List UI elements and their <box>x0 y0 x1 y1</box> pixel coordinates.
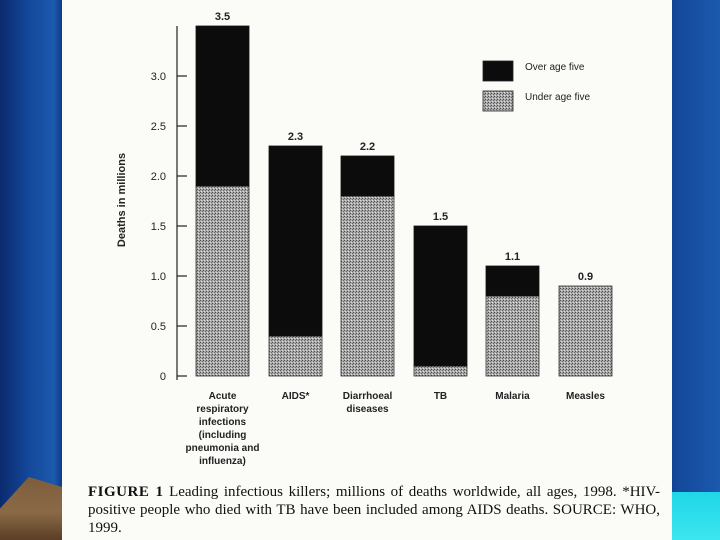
bar-under-five <box>413 365 468 377</box>
figure-caption: FIGURE 1 Leading infectious killers; mil… <box>88 483 660 537</box>
x-category-label: Diarrhoeal <box>343 391 393 402</box>
y-tick-label: 1.5 <box>151 221 166 233</box>
stacked-bar-chart: 0 0.5 1.0 1.5 2.0 2.5 3.0 Deaths in millions 3.5… <box>116 11 613 467</box>
x-category-label: Acute <box>209 391 237 402</box>
figure-page: 0 0.5 1.0 1.5 2.0 2.5 3.0 Deaths in millions 3.5… <box>62 0 672 540</box>
x-category-label: Malaria <box>495 391 530 402</box>
x-category-label: Measles <box>566 391 605 402</box>
bar-total-label: 3.5 <box>215 11 230 23</box>
x-category-label: AIDS* <box>282 391 310 402</box>
x-category-label: respiratory <box>196 404 249 415</box>
bar-over-five <box>268 145 323 337</box>
x-category-label: TB <box>434 391 447 402</box>
bar-over-five <box>340 155 395 197</box>
y-tick-label: 2.0 <box>151 171 166 183</box>
bar-over-five <box>485 265 540 297</box>
y-tick-label: 0 <box>160 371 166 383</box>
bar-total-label: 1.5 <box>433 211 448 223</box>
slide-decoration-water <box>670 492 720 540</box>
y-axis-title: Deaths in millions <box>116 153 128 247</box>
bar-under-five <box>268 335 323 377</box>
y-tick-label: 0.5 <box>151 321 166 333</box>
legend-swatch <box>482 60 514 82</box>
bar-total-label: 2.3 <box>288 131 303 143</box>
x-category-label: influenza) <box>199 456 246 467</box>
legend-label: Over age five <box>525 62 585 73</box>
x-category-label: infections <box>199 417 247 428</box>
bar-total-label: 1.1 <box>505 251 520 263</box>
bar-under-five <box>485 295 540 377</box>
bar-total-label: 0.9 <box>578 271 593 283</box>
bar-under-five <box>558 285 613 377</box>
legend-label: Under age five <box>525 92 590 103</box>
x-category-label: (including <box>199 430 247 441</box>
y-tick-label: 2.5 <box>151 121 166 133</box>
y-tick-label: 1.0 <box>151 271 166 283</box>
bar-total-label: 2.2 <box>360 141 375 153</box>
x-category-label: pneumonia and <box>186 443 260 454</box>
bar-over-five <box>195 25 250 187</box>
figure-label: FIGURE 1 <box>88 484 164 500</box>
legend-swatch <box>482 90 514 112</box>
y-tick-label: 3.0 <box>151 71 166 83</box>
bar-under-five <box>340 195 395 377</box>
slide-decoration-hill <box>0 477 64 540</box>
figure-caption-text: Leading infectious killers; millions of … <box>88 484 660 536</box>
bar-over-five <box>413 225 468 367</box>
x-category-label: diseases <box>346 404 389 415</box>
bar-under-five <box>195 185 250 377</box>
